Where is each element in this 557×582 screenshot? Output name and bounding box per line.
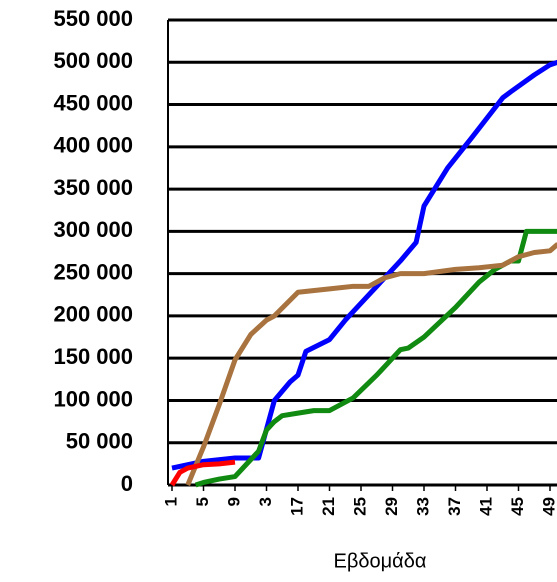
y-tick-label: 250 000 bbox=[53, 259, 133, 284]
x-tick-label: 9 bbox=[224, 497, 243, 506]
y-tick-label: 400 000 bbox=[53, 133, 133, 158]
series-line bbox=[169, 459, 236, 487]
x-tick-label: 37 bbox=[445, 497, 464, 516]
x-tick-label: 33 bbox=[413, 497, 432, 516]
x-tick-label: 3 bbox=[256, 497, 275, 506]
x-tick-label: 25 bbox=[350, 497, 369, 516]
y-tick-label: 0 bbox=[121, 471, 133, 496]
x-axis-title: Εβδομάδα bbox=[334, 550, 427, 572]
x-tick-label: 1 bbox=[161, 497, 180, 506]
x-tick-label: 29 bbox=[382, 497, 401, 516]
x-tick-label: 49 bbox=[539, 497, 557, 516]
y-tick-label: 50 000 bbox=[66, 429, 133, 454]
y-tick-label: 500 000 bbox=[53, 48, 133, 73]
x-tick-label: 21 bbox=[319, 497, 338, 516]
y-tick-label: 550 000 bbox=[53, 6, 133, 31]
y-tick-label: 150 000 bbox=[53, 344, 133, 369]
y-tick-label: 100 000 bbox=[53, 386, 133, 411]
y-tick-label: 350 000 bbox=[53, 175, 133, 200]
y-tick-label: 200 000 bbox=[53, 302, 133, 327]
y-tick-label: 300 000 bbox=[53, 217, 133, 242]
x-tick-label: 41 bbox=[476, 497, 495, 516]
x-tick-label: 5 bbox=[193, 497, 212, 506]
x-tick-label: 17 bbox=[287, 497, 306, 516]
series-line bbox=[185, 242, 557, 486]
y-tick-label: 450 000 bbox=[53, 90, 133, 115]
x-tick-label: 45 bbox=[508, 497, 527, 516]
